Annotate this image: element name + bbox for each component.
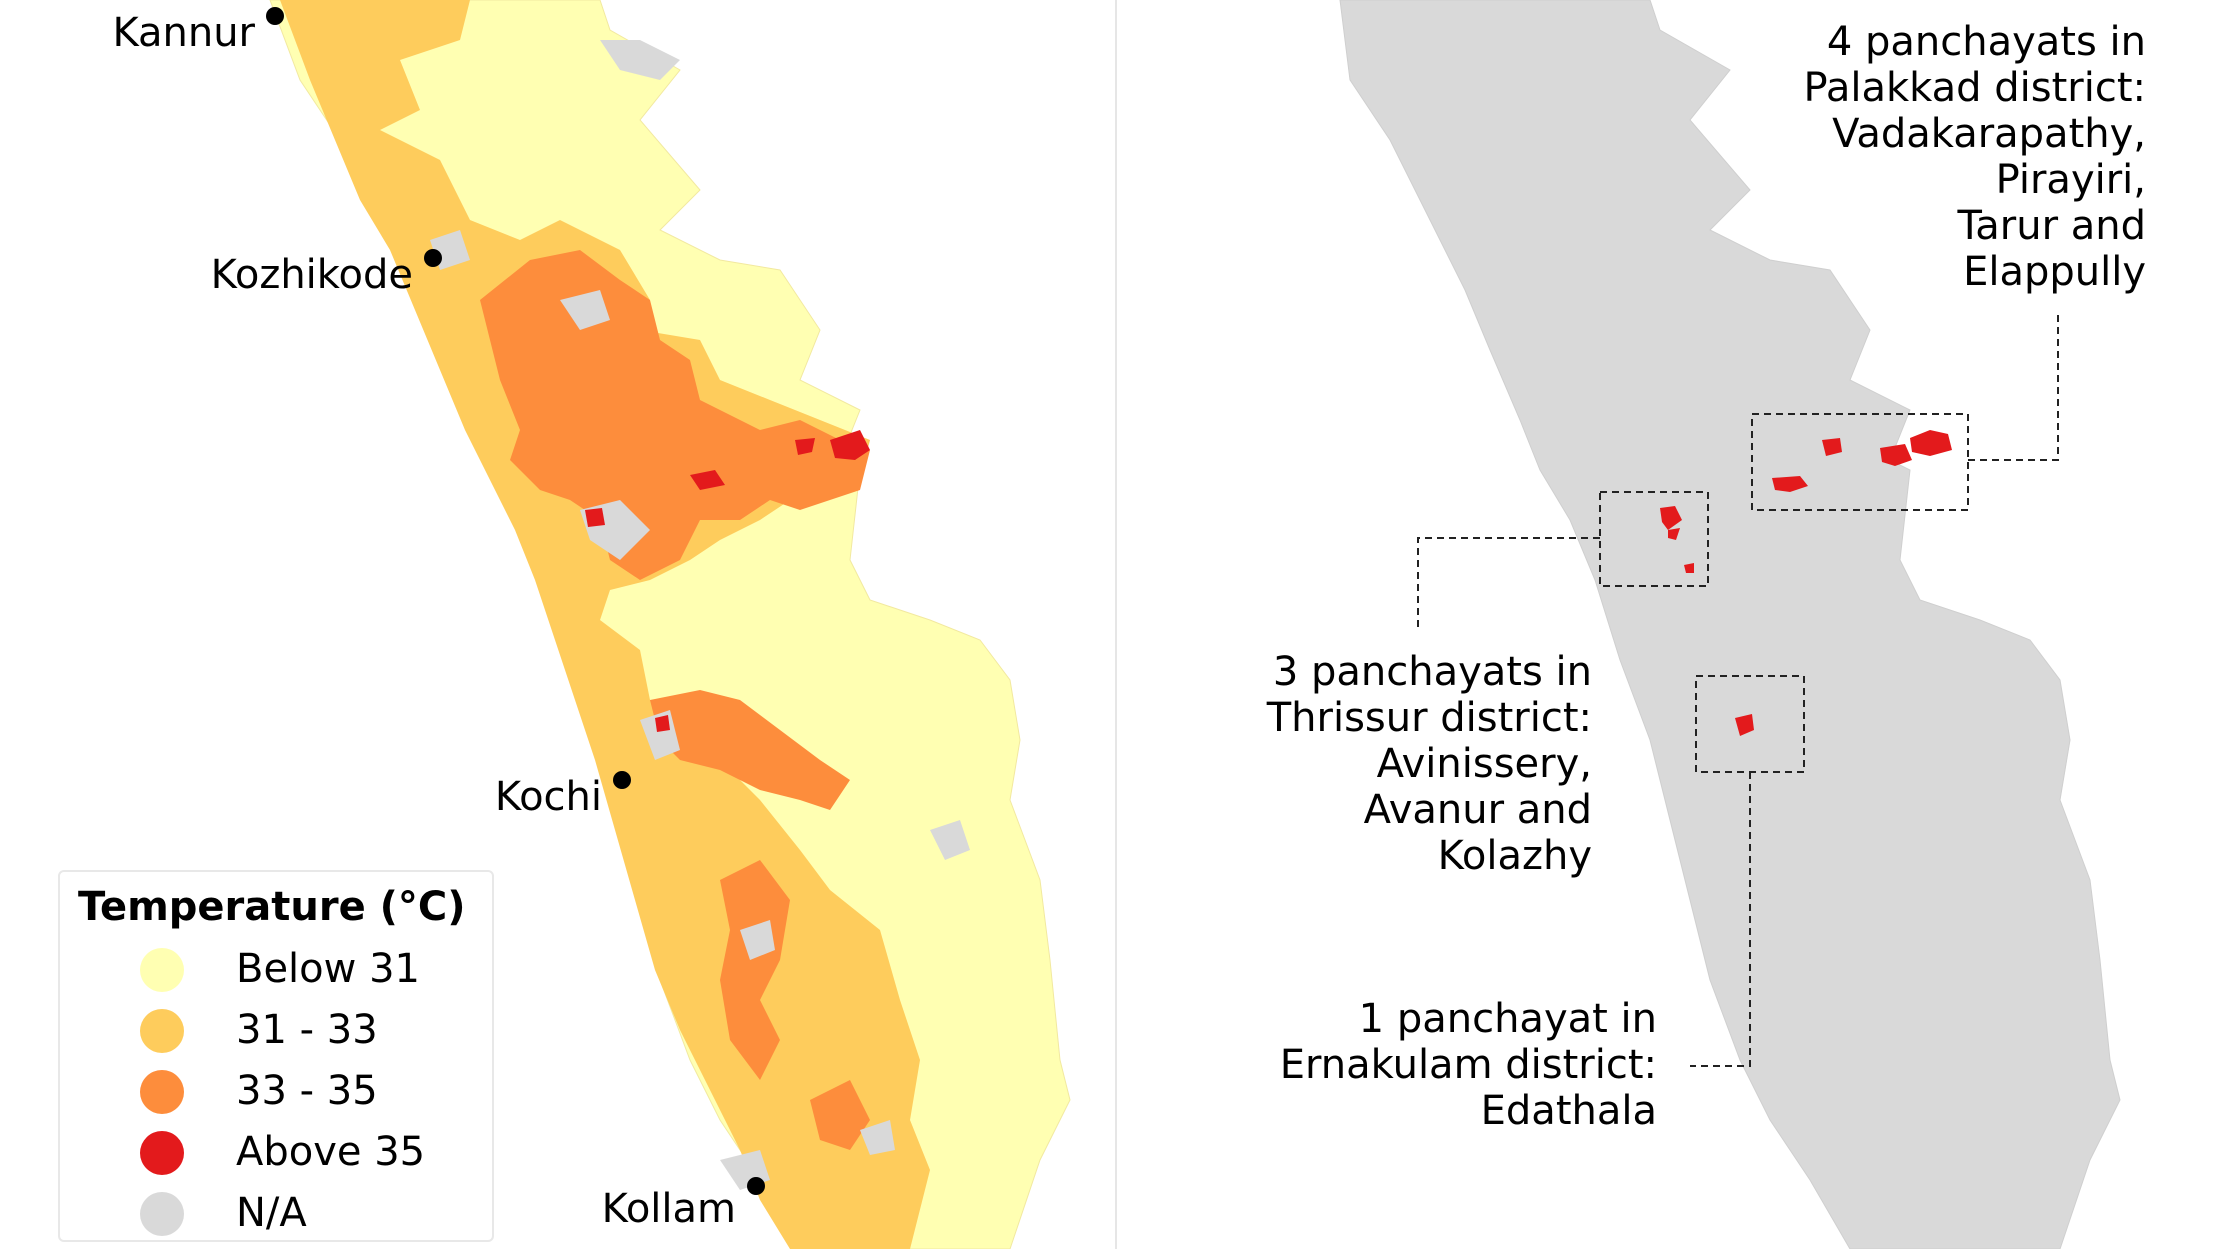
legend-item-na: N/A xyxy=(140,1186,480,1242)
legend-swatch-below-31 xyxy=(140,948,184,992)
region-31-33-north-tip xyxy=(310,0,360,20)
right-map: 4 panchayats in Palakkad district: Vadak… xyxy=(1266,0,2146,1250)
legend-item-above-35: Above 35 xyxy=(140,1125,480,1181)
region-33-35-north xyxy=(480,250,870,580)
thrissur-line-4: Avanur and xyxy=(1364,787,1592,833)
city-markers: Kannur Kozhikode Kochi Kollam xyxy=(112,7,765,1232)
legend-item-31-33: 31 - 33 xyxy=(140,1003,480,1059)
legend-label-33-35: 33 - 35 xyxy=(236,1068,378,1114)
legend-label-na: N/A xyxy=(236,1190,307,1236)
ernakulam-line-3: Edathala xyxy=(1481,1088,1657,1134)
kozhikode-label: Kozhikode xyxy=(211,252,413,298)
palakkad-leader xyxy=(1968,314,2059,461)
above-35-patches-left xyxy=(585,430,870,732)
region-33-35-central xyxy=(650,690,850,810)
palakkad-line-5: Tarur and xyxy=(1956,203,2146,249)
kochi-marker xyxy=(613,771,631,789)
legend-swatch-above-35 xyxy=(140,1131,184,1175)
legend-label-below-31: Below 31 xyxy=(236,946,420,992)
palakkad-panchayat-1 xyxy=(1772,476,1808,492)
ernakulam-panchayat-1 xyxy=(1735,714,1754,736)
kochi-label: Kochi xyxy=(495,774,602,820)
legend-item-below-31: Below 31 xyxy=(140,942,480,998)
palakkad-line-2: Palakkad district: xyxy=(1804,65,2146,111)
left-map: Kannur Kozhikode Kochi Kollam xyxy=(112,0,1071,1250)
thrissur-panchayat-2 xyxy=(1668,528,1680,540)
callout-boxes xyxy=(1417,314,2059,1067)
kerala-base-right xyxy=(1339,0,2121,1250)
thrissur-leader xyxy=(1417,537,1600,630)
thrissur-panchayat-3 xyxy=(1684,563,1694,573)
kannur-marker xyxy=(266,7,284,25)
kollam-marker xyxy=(747,1177,765,1195)
ernakulam-line-2: Ernakulam district: xyxy=(1280,1042,1657,1088)
palakkad-panchayat-3 xyxy=(1880,444,1912,466)
callout-ernakulam-text: 1 panchayat in Ernakulam district: Edath… xyxy=(1280,996,1657,1134)
kannur-label: Kannur xyxy=(112,10,255,56)
kollam-label: Kollam xyxy=(602,1186,736,1232)
palakkad-line-3: Vadakarapathy, xyxy=(1832,111,2146,157)
temperature-legend: Temperature (°C) Below 31 31 - 33 33 - 3… xyxy=(58,870,494,1242)
palakkad-line-1: 4 panchayats in xyxy=(1827,19,2146,65)
palakkad-box xyxy=(1751,413,1969,511)
callout-palakkad-text: 4 panchayats in Palakkad district: Vadak… xyxy=(1804,19,2146,295)
callout-thrissur-text: 3 panchayats in Thrissur district: Avini… xyxy=(1266,649,1592,879)
thrissur-panchayat-1 xyxy=(1660,506,1682,530)
palakkad-line-6: Elappully xyxy=(1963,249,2146,295)
thrissur-line-3: Avinissery, xyxy=(1377,741,1592,787)
panel-divider xyxy=(1115,0,1117,1249)
legend-label-above-35: Above 35 xyxy=(236,1129,426,1175)
legend-title: Temperature (°C) xyxy=(78,884,466,930)
thrissur-line-2: Thrissur district: xyxy=(1266,695,1592,741)
legend-swatch-33-35 xyxy=(140,1070,184,1114)
region-33-35-far-south xyxy=(810,1080,870,1150)
palakkad-line-4: Pirayiri, xyxy=(1996,157,2146,203)
highlighted-panchayats xyxy=(1660,430,1952,736)
legend-label-31-33: 31 - 33 xyxy=(236,1007,378,1053)
legend-swatch-na xyxy=(140,1192,184,1236)
thrissur-line-1: 3 panchayats in xyxy=(1273,649,1592,695)
ernakulam-leader xyxy=(1690,772,1751,1067)
thrissur-box xyxy=(1599,491,1709,587)
palakkad-panchayat-4 xyxy=(1910,430,1952,456)
region-33-35-south xyxy=(720,860,790,1080)
thrissur-line-5: Kolazhy xyxy=(1438,833,1592,879)
kozhikode-marker xyxy=(424,249,442,267)
legend-swatch-31-33 xyxy=(140,1009,184,1053)
legend-item-33-35: 33 - 35 xyxy=(140,1064,480,1120)
ernakulam-line-1: 1 panchayat in xyxy=(1359,996,1657,1042)
palakkad-panchayat-2 xyxy=(1822,438,1842,456)
